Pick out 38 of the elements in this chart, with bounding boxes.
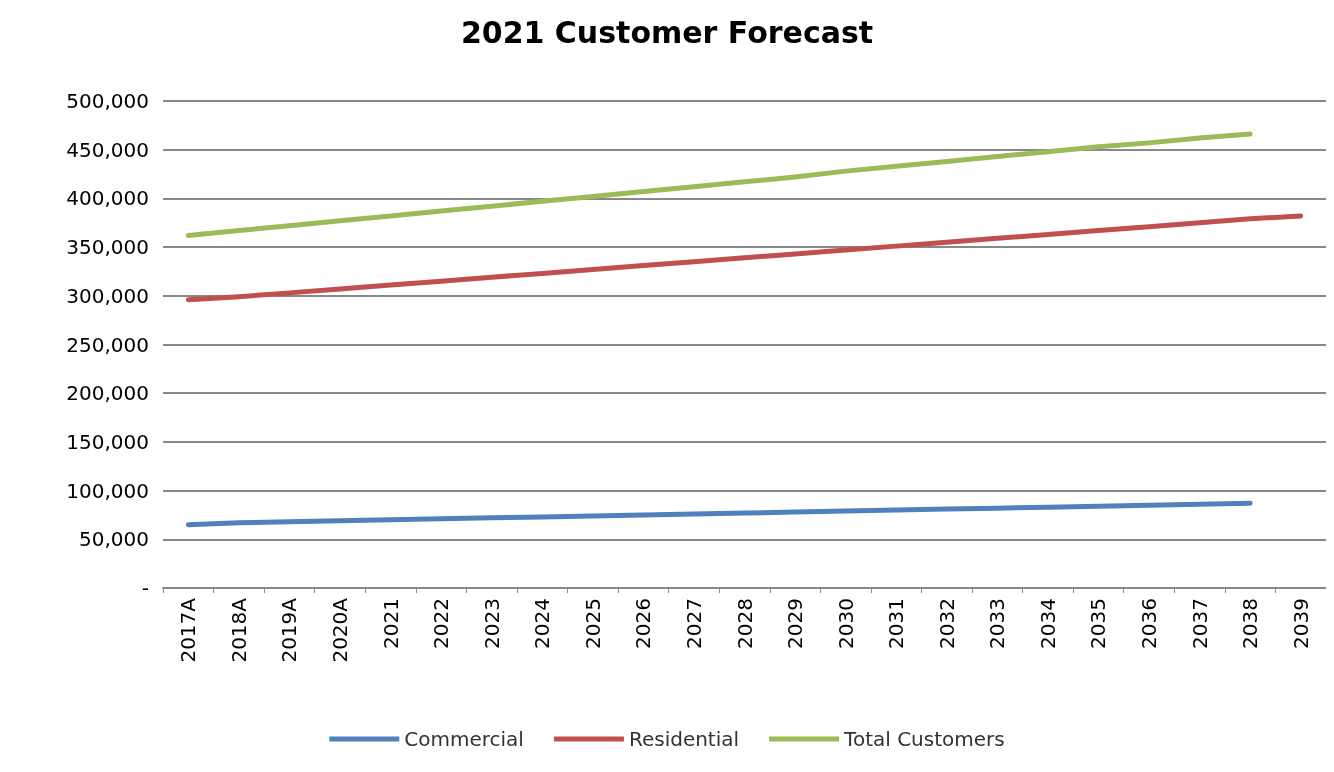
x-tick-label: 2033: [985, 598, 1010, 649]
x-tick-label: 2028: [732, 598, 757, 649]
x-tick-label: 2023: [479, 598, 504, 649]
x-tick-label: 2030: [833, 598, 858, 649]
x-tick-label: 2036: [1137, 598, 1162, 649]
y-tick-label: 400,000: [66, 186, 149, 211]
x-tick-label: 2026: [631, 598, 656, 649]
chart-title: 2021 Customer Forecast: [460, 14, 874, 50]
y-tick-label: 500,000: [66, 89, 149, 113]
y-tick-label: 50,000: [79, 527, 149, 552]
legend-label: Total Customers: [843, 727, 1005, 751]
x-tick-label: 2037: [1187, 598, 1212, 649]
y-tick-label: 300,000: [66, 283, 149, 308]
x-tick-label: 2022: [429, 598, 454, 649]
legend-label: Commercial: [404, 727, 524, 751]
x-tick-label: 2020A: [327, 597, 352, 663]
y-tick-label: 100,000: [66, 478, 149, 503]
y-tick-label: -: [141, 576, 149, 600]
x-tick-label: 2027: [681, 598, 706, 649]
y-tick-label: 250,000: [66, 332, 149, 357]
y-tick-label: 350,000: [66, 235, 149, 260]
x-tick-label: 2018A: [226, 597, 251, 663]
x-tick-label: 2038: [1238, 598, 1263, 649]
x-tick-label: 2034: [1035, 598, 1060, 649]
x-tick-label: 2039: [1288, 598, 1313, 649]
x-tick-label: 2017A: [176, 597, 201, 663]
y-tick-label: 200,000: [66, 381, 149, 406]
legend-label: Residential: [628, 727, 740, 751]
x-tick-label: 2029: [783, 598, 808, 649]
x-tick-label: 2019A: [277, 597, 302, 663]
x-tick-label: 2025: [580, 598, 605, 649]
x-tick-label: 2032: [934, 598, 959, 649]
x-tick-label: 2024: [530, 598, 555, 649]
y-tick-label: 150,000: [66, 429, 149, 454]
x-tick-label: 2035: [1086, 598, 1111, 649]
x-tick-label: 2021: [378, 598, 403, 649]
x-tick-label: 2031: [884, 598, 909, 649]
y-tick-label: 450,000: [66, 137, 149, 162]
